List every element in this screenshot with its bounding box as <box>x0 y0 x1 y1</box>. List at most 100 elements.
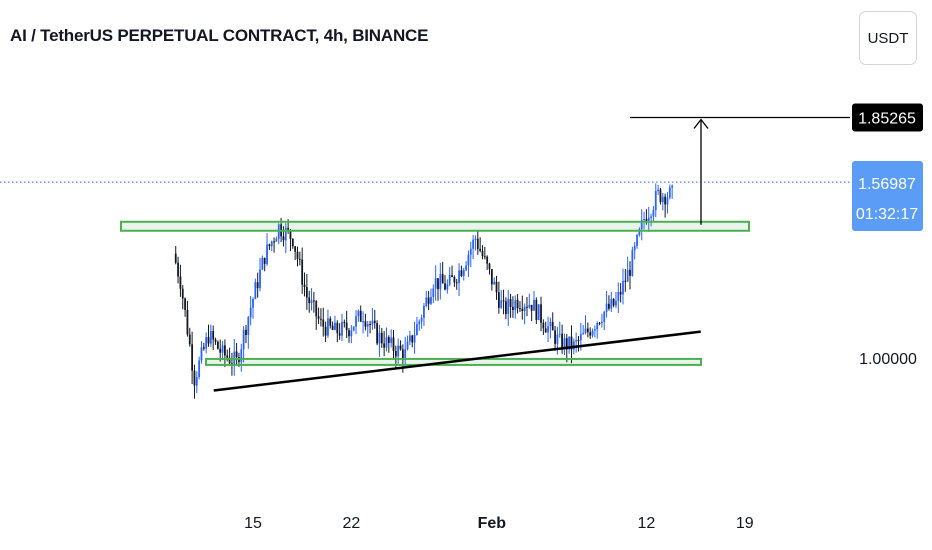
candle-body <box>455 282 458 284</box>
candle-body <box>423 306 425 318</box>
candle-body <box>659 189 662 203</box>
y-axis-label: 1.00000 <box>859 351 917 368</box>
candle-body <box>551 321 554 331</box>
candle-body <box>324 326 327 336</box>
candle-body <box>664 196 667 205</box>
candle-body <box>490 269 493 285</box>
candle-body <box>502 300 505 302</box>
candle-body <box>179 276 182 289</box>
candle-body <box>378 332 381 344</box>
candle-body <box>434 278 437 289</box>
candle-body <box>266 244 268 264</box>
candle-body <box>437 278 439 290</box>
target-price-label: 1.85265 <box>858 111 916 128</box>
candle-body <box>418 321 421 325</box>
candle-body <box>399 345 402 350</box>
candle-body <box>252 298 254 308</box>
resistance-zone <box>120 220 750 232</box>
candle-body <box>406 341 409 350</box>
candle-body <box>528 304 531 308</box>
candle-body <box>287 227 290 231</box>
candle-body <box>558 333 561 335</box>
candle-body <box>603 311 606 322</box>
candle-body <box>380 332 383 344</box>
candle-body <box>544 328 547 333</box>
candle-body <box>647 217 650 223</box>
candle-body <box>240 349 243 363</box>
candle-body <box>181 288 184 299</box>
candle-body <box>444 283 446 290</box>
candle-body <box>371 320 374 325</box>
candle-body <box>376 323 379 344</box>
candle-body <box>270 241 273 247</box>
candle-body <box>554 330 556 344</box>
candle-body <box>530 304 533 311</box>
candle-body <box>212 330 215 340</box>
candle-body <box>593 329 596 331</box>
candle-body <box>668 187 671 198</box>
candle-body <box>514 300 517 311</box>
candle-body <box>483 256 486 258</box>
candle-body <box>666 197 669 205</box>
candle-body <box>282 236 285 241</box>
candle-body <box>235 351 238 358</box>
candle-body <box>533 299 535 311</box>
candle-body <box>617 291 620 301</box>
candle-body <box>460 270 463 276</box>
candle-body <box>512 306 514 311</box>
candle-body <box>622 280 624 295</box>
candle-body <box>619 291 622 295</box>
candle-body <box>228 357 231 364</box>
candle-body <box>474 238 477 240</box>
candle-body <box>216 341 219 349</box>
candle-body <box>284 227 287 241</box>
currency-button[interactable]: USDT <box>859 11 917 65</box>
candle-body <box>467 254 470 266</box>
x-tick-label: 19 <box>736 515 754 532</box>
candle-body <box>542 322 545 329</box>
candle-body <box>392 337 395 351</box>
candle-body <box>505 301 507 314</box>
candle-body <box>427 297 430 304</box>
candle-body <box>291 238 294 247</box>
candle-body <box>507 299 510 314</box>
candle-body <box>331 325 334 330</box>
candle-body <box>430 296 432 304</box>
candle-body <box>537 304 540 320</box>
candle-body <box>352 326 355 331</box>
candle-body <box>631 250 634 276</box>
candle-body <box>329 318 332 326</box>
candle-body <box>364 321 367 327</box>
candle-body <box>362 321 364 323</box>
candle-body <box>589 332 592 336</box>
candle-body <box>205 337 208 349</box>
candle-body <box>296 251 299 259</box>
candle-body <box>174 253 177 263</box>
candle-body <box>608 303 610 309</box>
candle-body <box>561 333 563 350</box>
x-tick-label: 12 <box>638 515 656 532</box>
candle-body <box>416 324 418 335</box>
candle-body <box>523 306 526 312</box>
target-price-badge <box>852 103 923 132</box>
candle-body <box>320 318 322 320</box>
candle-body <box>413 334 416 343</box>
last-price-badge <box>852 161 923 231</box>
candle-body <box>535 299 538 320</box>
candle-body <box>476 238 479 249</box>
candle-body <box>305 287 308 298</box>
candle-body <box>404 349 407 360</box>
candle-body <box>355 316 357 327</box>
candle-body <box>177 262 179 277</box>
candle-body <box>493 281 496 285</box>
candle-body <box>195 376 198 386</box>
candle-body <box>273 241 275 243</box>
candle-body <box>294 246 297 252</box>
candle-body <box>624 280 627 282</box>
candle-body <box>509 299 512 307</box>
candle-body <box>432 288 435 297</box>
candle-body <box>191 344 194 371</box>
candle-body <box>261 257 264 270</box>
candle-body <box>263 257 266 264</box>
